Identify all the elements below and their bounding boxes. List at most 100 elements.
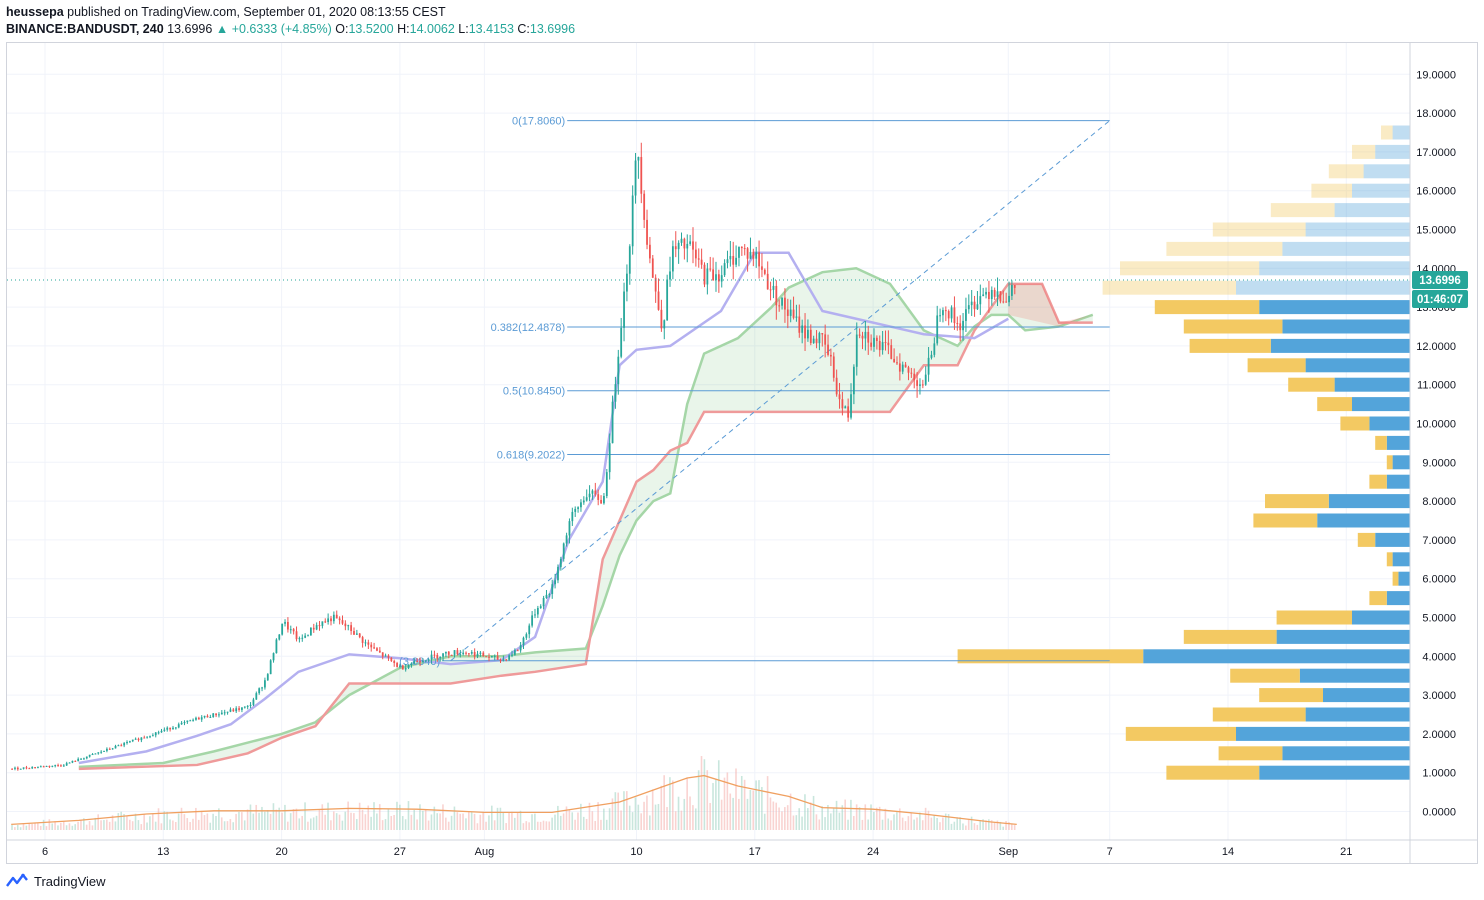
vp-up-bar [1392,125,1410,140]
volume-bar [338,814,341,830]
high-label: H: [397,22,410,36]
volume-bar [502,812,505,830]
candle-body [626,273,628,292]
volume-bar [281,812,283,830]
candle-body [422,660,424,662]
candle-body [671,246,674,272]
candle-body [985,291,987,295]
vp-down-bar [1166,241,1283,256]
vp-up-bar [1282,746,1410,761]
candle-body [1013,285,1016,288]
last-price-badge-text: 13.6996 [1419,275,1461,287]
candle-body [71,760,74,763]
volume-bar [852,816,855,830]
candle-body [1008,295,1010,303]
candle-body [51,765,54,767]
volume-bar [62,821,65,830]
candle-body [37,766,39,768]
candle-body [832,356,835,378]
candle-body [967,305,970,310]
volume-bar [327,802,329,830]
candle-body [419,661,421,663]
volume-bar [798,808,801,830]
candle-body [341,620,344,624]
candle-body [264,680,266,688]
volume-bar [996,820,999,830]
vp-up-bar [1352,183,1410,198]
candle-body [663,320,666,329]
volume-bar [128,819,131,830]
candle-body [726,259,729,264]
publisher-name[interactable]: heussepa [6,5,64,19]
candle-body [473,652,476,657]
candle-body [249,704,252,706]
footer: TradingView [6,873,106,889]
candle-body [48,765,51,767]
volume-bar [180,807,183,830]
volume-bar [732,797,734,830]
volume-bar [614,792,617,830]
candle-body [649,244,651,259]
volume-bar [508,812,510,830]
candle-body [203,715,206,718]
candle-body [315,625,318,630]
candle-body [600,499,602,504]
candle-body [674,246,677,250]
candle-body [620,327,623,357]
volume-bar [172,820,174,830]
candle-body [304,635,307,638]
candle-body [999,291,1002,302]
candle-body [355,633,358,635]
volume-bar [763,813,766,830]
vp-down-bar [957,649,1144,664]
volume-bar [551,817,553,830]
last-price: 13.6996 [167,22,213,36]
volume-bar [103,820,105,830]
volume-bar [312,817,315,830]
volume-bar [680,810,683,830]
candle-body [413,661,416,664]
volume-bar [505,823,507,830]
candle-body [488,656,490,658]
volume-bar [396,801,398,830]
candle-body [77,758,80,762]
candle-body [824,334,827,345]
volume-bar [358,802,361,830]
volume-bar [784,807,786,830]
candle-body [933,343,936,355]
candle-body [324,621,327,623]
volume-bar [720,799,723,830]
volume-bar [867,819,869,830]
volume-bar [470,811,473,830]
volume-bar [669,777,671,830]
volume-bar [844,799,846,830]
volume-bar [60,822,62,830]
volume-bar [847,819,849,830]
volume-bar [413,810,416,830]
candle-body [22,767,25,769]
volume-bar [706,770,709,830]
x-tick-label: Aug [475,846,495,858]
candle-body [502,659,505,661]
volume-bar [252,813,255,830]
tradingview-brand[interactable]: TradingView [34,873,106,889]
volume-bar [309,818,312,830]
y-tick-label: 7.0000 [1422,535,1456,547]
candle-body [927,357,930,375]
volume-ma-line [11,774,1017,826]
volume-bar [904,821,907,830]
candle-body [39,766,42,768]
volume-bar [726,772,729,830]
volume-bar [353,813,355,830]
candle-body [381,652,384,657]
volume-bar [14,827,16,830]
candle-body [114,745,117,749]
candle-body [307,635,309,637]
volume-bar [769,797,772,830]
candle-body [258,688,261,694]
candle-body [410,663,413,666]
symbol-label[interactable]: BINANCE:BANDUSDT, 240 [6,22,164,36]
candle-body [470,652,473,654]
candle-body [562,543,565,559]
